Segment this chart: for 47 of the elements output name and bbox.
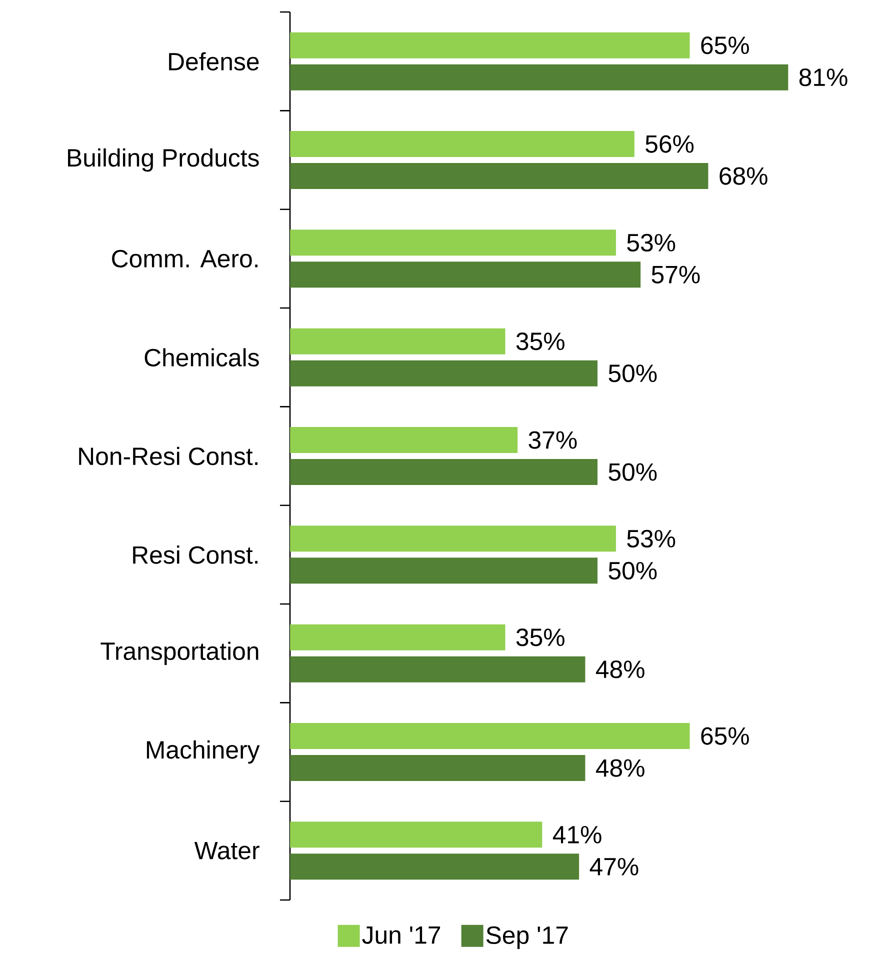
y-tick-label: Defense <box>169 52 259 70</box>
bar <box>290 163 708 190</box>
data-label: 56% <box>646 135 694 153</box>
y-tick-label: Transportation <box>100 642 258 665</box>
bar <box>290 328 506 354</box>
bar <box>290 723 690 750</box>
bar <box>290 558 598 584</box>
y-tick-label: Water <box>194 842 260 860</box>
bar <box>290 230 616 256</box>
data-label: 53% <box>627 234 676 252</box>
data-label: 48% <box>596 660 644 678</box>
data-label: 50% <box>608 364 657 382</box>
bar <box>290 360 598 386</box>
y-tick-label: Non-Resi Const. <box>79 446 258 466</box>
y-tick-label: Resi Const. <box>133 546 258 564</box>
legend-label: Jun '17 <box>362 926 440 944</box>
bar <box>290 854 580 880</box>
data-label: 48% <box>596 759 644 777</box>
bar <box>290 262 641 288</box>
legend-label: Sep '17 <box>486 926 568 949</box>
data-label: 41% <box>552 826 602 844</box>
bar <box>290 459 598 486</box>
data-label: 35% <box>516 628 564 646</box>
data-label: 65% <box>701 727 749 745</box>
bar <box>290 822 542 848</box>
bar <box>290 656 586 682</box>
data-label: 35% <box>516 332 564 350</box>
data-label: 81% <box>799 68 848 86</box>
bar <box>290 427 518 454</box>
bar <box>290 32 690 58</box>
data-label: 50% <box>608 562 657 580</box>
y-tick-label: Comm. Aero. <box>112 250 258 268</box>
bar <box>290 131 634 158</box>
bar <box>290 526 616 552</box>
data-label: 68% <box>720 167 768 185</box>
y-tick-label: Machinery <box>146 740 260 764</box>
y-tick-label: Chemicals <box>144 348 259 366</box>
data-label: 50% <box>608 463 657 481</box>
data-label: 37% <box>528 431 577 449</box>
data-label: 53% <box>627 530 676 548</box>
data-label: 47% <box>590 858 638 876</box>
y-tick-label: Building Products <box>68 148 259 172</box>
data-label: 65% <box>701 36 749 54</box>
bar <box>290 624 506 650</box>
bar <box>290 64 788 90</box>
data-label: 57% <box>652 266 700 284</box>
bar <box>290 755 586 782</box>
